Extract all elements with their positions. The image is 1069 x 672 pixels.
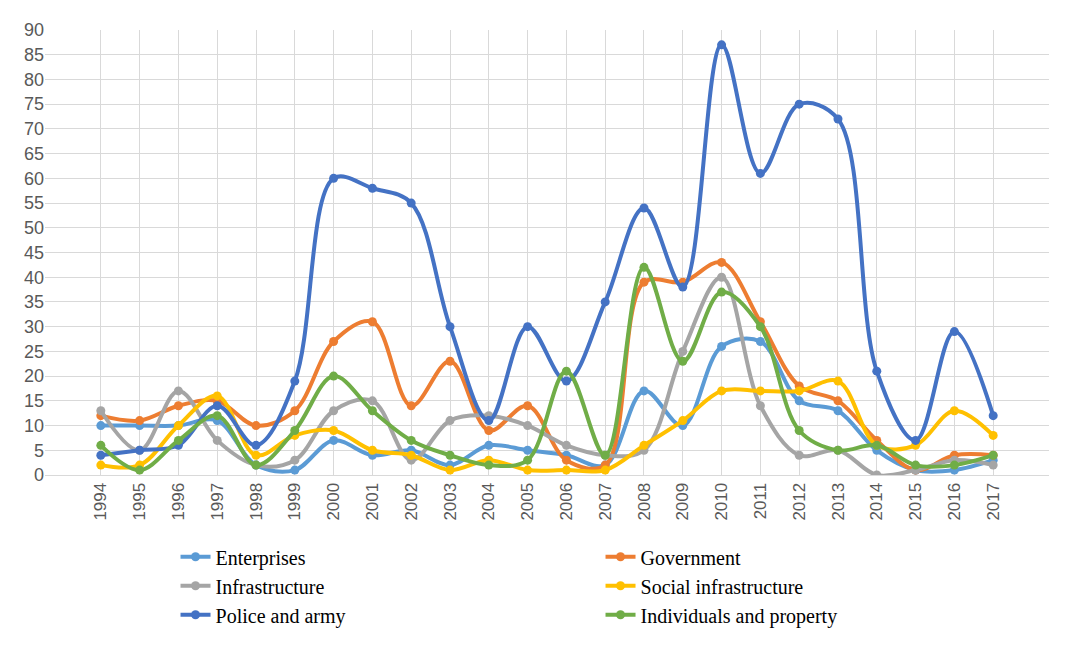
svg-text:90: 90	[24, 20, 44, 40]
svg-text:35: 35	[24, 292, 44, 312]
svg-text:2014: 2014	[867, 483, 886, 521]
svg-text:2000: 2000	[324, 483, 343, 521]
svg-text:Enterprises: Enterprises	[216, 547, 306, 570]
svg-text:20: 20	[24, 366, 44, 386]
svg-text:85: 85	[24, 45, 44, 65]
svg-text:65: 65	[24, 144, 44, 164]
svg-text:2005: 2005	[518, 483, 537, 521]
svg-text:2003: 2003	[441, 483, 460, 521]
svg-text:2004: 2004	[479, 483, 498, 521]
svg-text:Social infrastructure: Social infrastructure	[641, 576, 804, 598]
svg-text:Individuals and property: Individuals and property	[641, 605, 838, 628]
svg-text:2007: 2007	[596, 483, 615, 521]
svg-text:40: 40	[24, 268, 44, 288]
svg-text:2013: 2013	[829, 483, 848, 521]
svg-text:2010: 2010	[712, 483, 731, 521]
svg-text:Government: Government	[641, 547, 741, 569]
svg-text:Infrastructure: Infrastructure	[216, 576, 325, 598]
svg-text:70: 70	[24, 119, 44, 139]
svg-text:50: 50	[24, 218, 44, 238]
svg-text:1997: 1997	[208, 483, 227, 521]
svg-text:2012: 2012	[790, 483, 809, 521]
svg-text:2011: 2011	[751, 483, 770, 520]
svg-text:2009: 2009	[673, 483, 692, 521]
svg-text:2015: 2015	[906, 483, 925, 521]
svg-text:2008: 2008	[635, 483, 654, 521]
svg-text:30: 30	[24, 317, 44, 337]
svg-text:1996: 1996	[169, 483, 188, 521]
svg-text:1998: 1998	[247, 483, 266, 521]
svg-text:55: 55	[24, 193, 44, 213]
svg-text:10: 10	[24, 416, 44, 436]
svg-text:1995: 1995	[130, 483, 149, 521]
svg-text:2001: 2001	[363, 483, 382, 521]
svg-text:75: 75	[24, 94, 44, 114]
svg-text:Police and army: Police and army	[216, 605, 346, 628]
svg-text:15: 15	[24, 391, 44, 411]
svg-text:2016: 2016	[945, 483, 964, 521]
svg-text:0: 0	[34, 465, 44, 485]
svg-text:80: 80	[24, 70, 44, 90]
svg-text:45: 45	[24, 243, 44, 263]
svg-text:2006: 2006	[557, 483, 576, 521]
svg-text:2002: 2002	[402, 483, 421, 521]
svg-text:5: 5	[34, 441, 44, 461]
svg-text:2017: 2017	[984, 483, 1003, 521]
svg-text:25: 25	[24, 342, 44, 362]
svg-text:1999: 1999	[285, 483, 304, 521]
svg-text:60: 60	[24, 169, 44, 189]
svg-text:1994: 1994	[91, 483, 110, 521]
